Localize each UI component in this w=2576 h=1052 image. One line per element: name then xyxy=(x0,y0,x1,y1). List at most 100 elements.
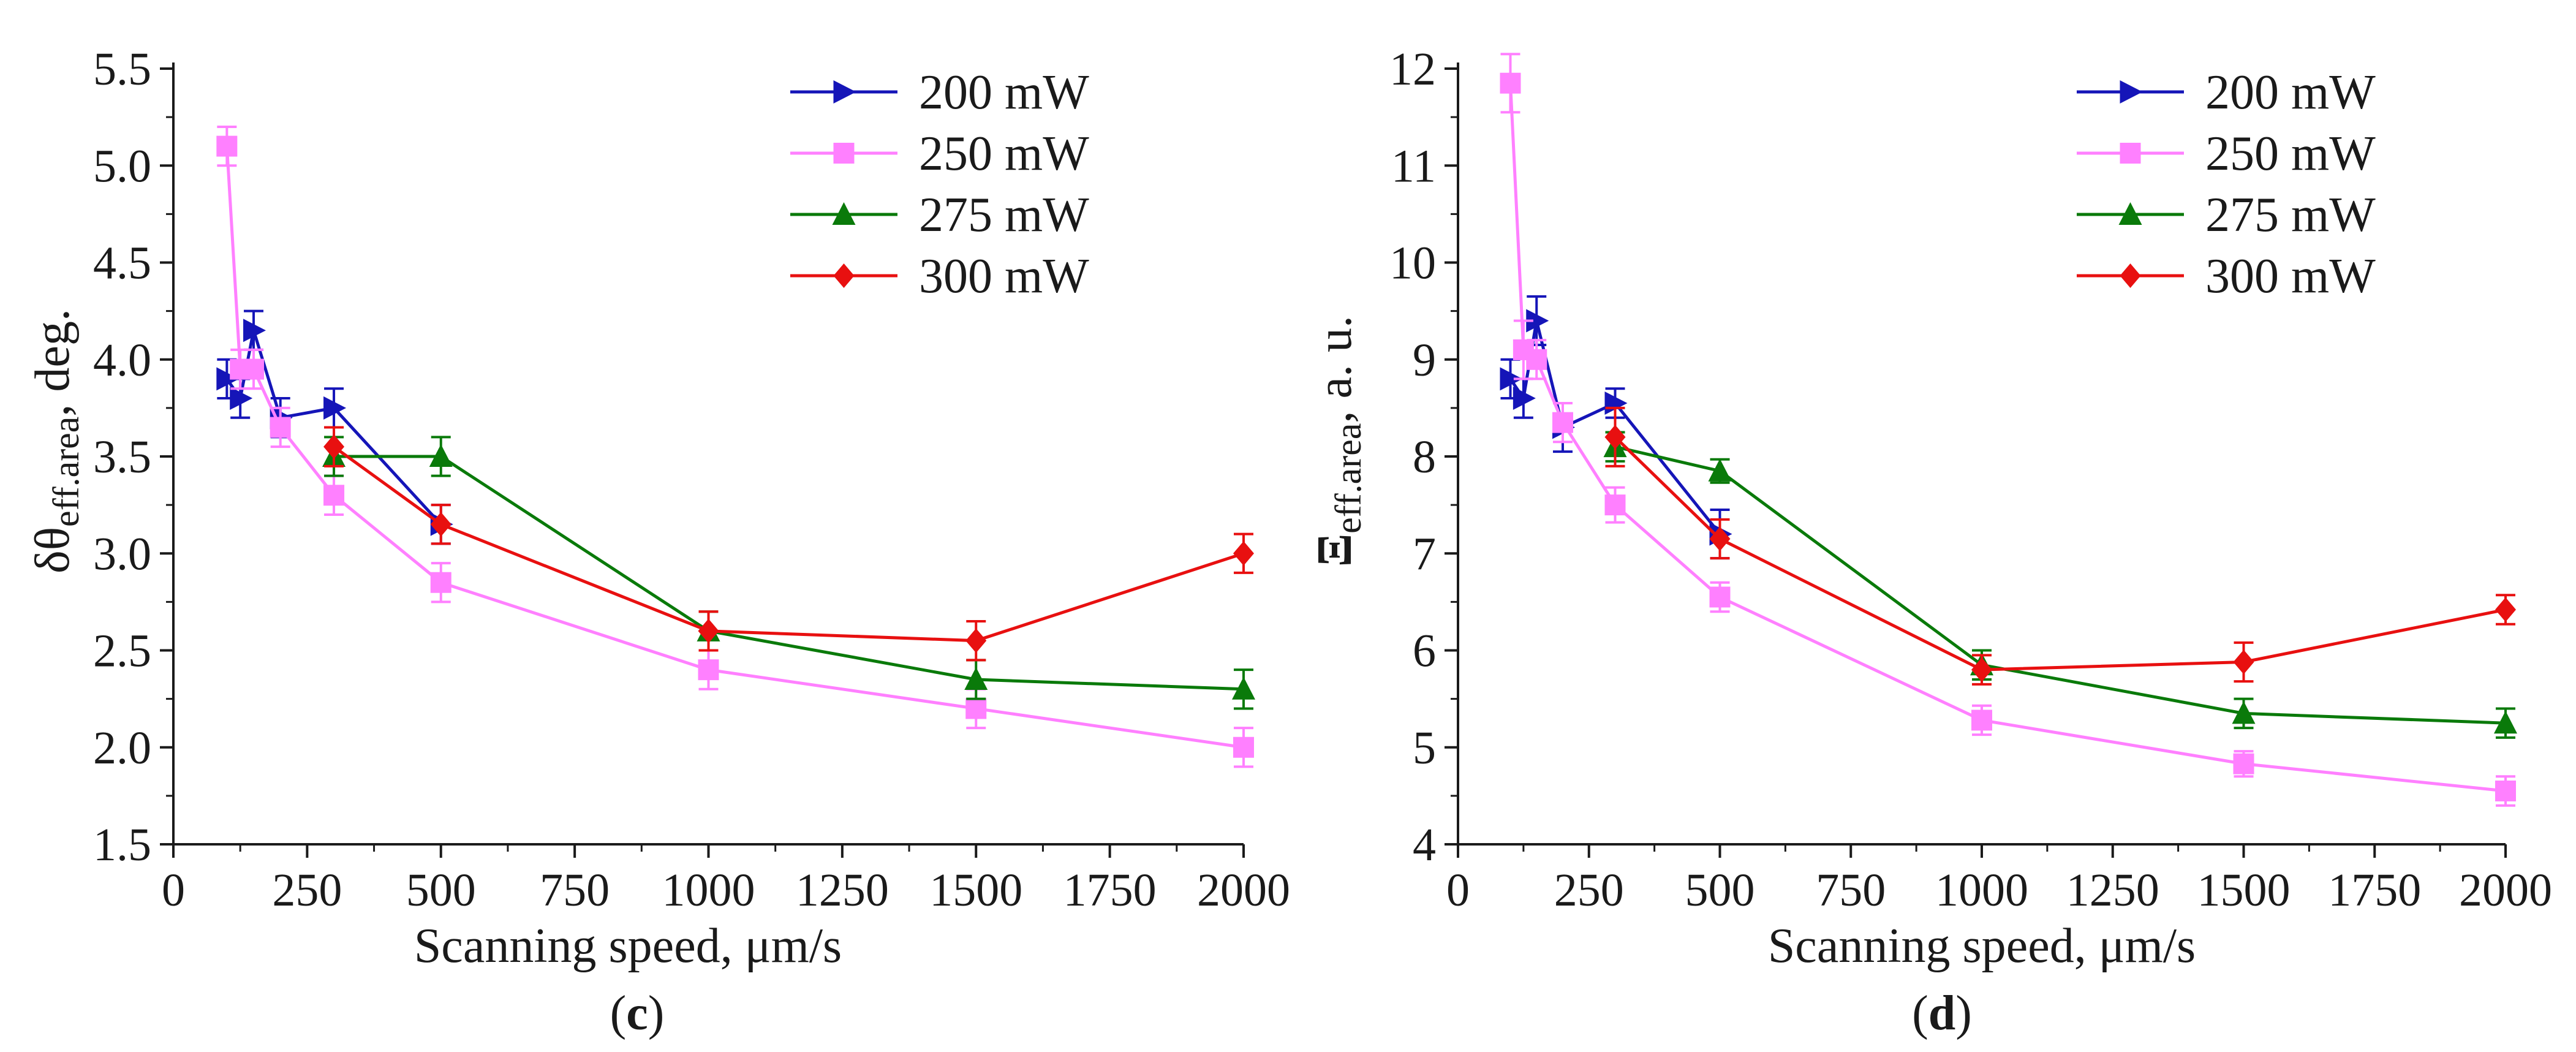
plot-d-area: 0 250 500 750 1000 1250 1500 1750 2000 4 5 6 7 8 9 10 11… xyxy=(1389,44,2552,916)
x-tick-label-c-8: 2000 xyxy=(1197,865,1290,916)
panel-caption-c: (c) xyxy=(610,986,665,1040)
y-tick-label-d-3: 7 xyxy=(1413,528,1436,580)
data-point-d-0-1 xyxy=(1513,387,1536,411)
y-axis-label-d-tail: , a. u. xyxy=(1308,316,1362,423)
y-axis-label-c: δθeff.area, deg. xyxy=(26,309,86,573)
data-point-d-0-2 xyxy=(1526,309,1549,333)
data-point-c-1-5 xyxy=(430,572,451,593)
y-tick-label-c-6: 4.5 xyxy=(93,238,151,289)
y-axis-label-d-sub: eff.area xyxy=(1328,423,1369,533)
legend-label-c-1: 250 mW xyxy=(919,127,1089,181)
data-point-d-1-0 xyxy=(1500,72,1521,94)
x-tick-label-d-6: 1500 xyxy=(2197,865,2291,916)
data-point-d-1-6 xyxy=(1971,710,1992,731)
panel-c: 0 250 500 750 1000 1250 1500 1750 2000 1.5 2.0 2.5 3… xyxy=(26,44,1290,1040)
y-tick-label-c-5: 4.0 xyxy=(93,335,151,386)
y-tick-label-d-0: 4 xyxy=(1413,819,1436,871)
x-tick-label-d-1: 250 xyxy=(1554,865,1624,916)
data-point-d-1-8 xyxy=(2495,780,2516,801)
data-point-c-1-6 xyxy=(698,659,719,681)
legend-label-d-1: 250 mW xyxy=(2205,127,2376,181)
data-point-d-2-1 xyxy=(1708,458,1732,482)
panel-d: 0 250 500 750 1000 1250 1500 1750 2000 4 5 6 7 8 9 10 11… xyxy=(1308,44,2552,1040)
y-axis-label-d-main: Ξ xyxy=(1308,534,1362,567)
panel-caption-c-letter: c xyxy=(626,986,648,1040)
legend-label-d-0: 200 mW xyxy=(2205,66,2376,119)
x-tick-label-d-4: 1000 xyxy=(1935,865,2028,916)
y-tick-label-c-7: 5.0 xyxy=(93,140,151,192)
data-point-d-1-2 xyxy=(1526,349,1547,370)
y-tick-label-c-8: 5.5 xyxy=(93,44,151,95)
data-point-c-1-7 xyxy=(965,698,987,719)
data-point-c-0-0 xyxy=(216,367,240,391)
y-tick-label-d-7: 11 xyxy=(1391,140,1436,192)
x-tick-label-c-6: 1500 xyxy=(929,865,1022,916)
legend-marker-d-2 xyxy=(2118,202,2142,225)
series-d-1 xyxy=(1500,53,2516,807)
y-tick-label-c-3: 3.0 xyxy=(93,528,151,580)
data-point-c-1-8 xyxy=(1233,736,1254,758)
data-point-c-3-4 xyxy=(1233,541,1254,566)
series-line-d-2 xyxy=(1614,445,2506,725)
data-point-d-3-3 xyxy=(2233,649,2254,675)
legend-c: 200 mW 250 mW 275 mW 300 mW xyxy=(790,66,1089,303)
legend-label-c-2: 275 mW xyxy=(919,188,1089,242)
y-tick-label-c-2: 2.5 xyxy=(93,626,151,677)
legend-marker-d-1 xyxy=(2120,143,2141,164)
plot-c-area: 0 250 500 750 1000 1250 1500 1750 2000 1.5 2.0 2.5 3… xyxy=(93,44,1290,916)
series-c-1 xyxy=(216,125,1254,768)
y-tick-label-d-1: 5 xyxy=(1413,722,1436,774)
data-point-c-0-1 xyxy=(230,387,253,411)
legend-d: 200 mW 250 mW 275 mW 300 mW xyxy=(2077,66,2376,303)
x-tick-label-c-4: 1000 xyxy=(662,865,755,916)
y-tick-label-d-5: 9 xyxy=(1413,335,1436,386)
y-tick-label-d-4: 8 xyxy=(1413,431,1436,483)
data-point-d-0-0 xyxy=(1500,367,1523,391)
y-axis-label-c-sub: eff.area xyxy=(46,417,86,527)
data-point-d-3-2 xyxy=(1971,657,1992,683)
data-point-c-3-1 xyxy=(430,512,451,537)
data-point-c-2-4 xyxy=(1232,676,1255,700)
x-tick-label-d-3: 750 xyxy=(1816,865,1886,916)
x-tick-label-d-0: 0 xyxy=(1446,865,1470,916)
y-axis-label-c-tail: , deg. xyxy=(26,309,80,417)
x-tick-label-c-0: 0 xyxy=(162,865,185,916)
data-point-c-1-0 xyxy=(216,135,238,157)
legend-label-d-3: 300 mW xyxy=(2205,249,2376,303)
y-tick-label-d-6: 10 xyxy=(1389,238,1436,289)
data-point-d-2-3 xyxy=(2232,701,2256,724)
series-line-c-1 xyxy=(225,146,1244,749)
series-c-2 xyxy=(322,436,1255,710)
data-point-c-1-4 xyxy=(323,485,345,506)
data-point-c-3-2 xyxy=(698,618,719,643)
data-point-c-0-4 xyxy=(323,396,347,420)
legend-marker-c-1 xyxy=(833,143,855,164)
x-tick-label-c-2: 500 xyxy=(406,865,476,916)
legend-marker-c-3 xyxy=(833,263,855,288)
y-tick-label-c-4: 3.5 xyxy=(93,431,151,483)
y-tick-label-d-8: 12 xyxy=(1389,44,1436,95)
y-axis-label-d: Ξeff.area, a. u. xyxy=(1308,316,1369,567)
legend-label-c-0: 200 mW xyxy=(919,66,1089,119)
panel-caption-d: (d) xyxy=(1912,986,1972,1040)
data-point-c-3-0 xyxy=(323,434,345,460)
data-point-d-3-1 xyxy=(1709,526,1731,551)
legend-label-d-2: 275 mW xyxy=(2205,188,2376,242)
x-tick-label-c-1: 250 xyxy=(272,865,342,916)
legend-marker-d-3 xyxy=(2120,263,2141,288)
x-tick-label-d-2: 500 xyxy=(1685,865,1755,916)
data-point-d-1-4 xyxy=(1604,494,1626,516)
data-point-c-1-2 xyxy=(243,358,265,380)
legend-marker-c-2 xyxy=(832,202,856,225)
x-tick-label-c-7: 1750 xyxy=(1063,865,1157,916)
legend-marker-d-0 xyxy=(2120,80,2143,104)
y-tick-label-c-0: 1.5 xyxy=(93,819,151,871)
x-tick-label-d-7: 1750 xyxy=(2328,865,2421,916)
x-axis-label-d: Scanning speed, μm/s xyxy=(1768,919,2196,973)
data-point-d-3-0 xyxy=(1604,425,1626,450)
x-tick-label-d-8: 2000 xyxy=(2459,865,2552,916)
y-axis-label-c-main: δθ xyxy=(26,527,80,573)
data-point-d-1-3 xyxy=(1552,412,1573,433)
legend-marker-c-0 xyxy=(833,80,856,104)
